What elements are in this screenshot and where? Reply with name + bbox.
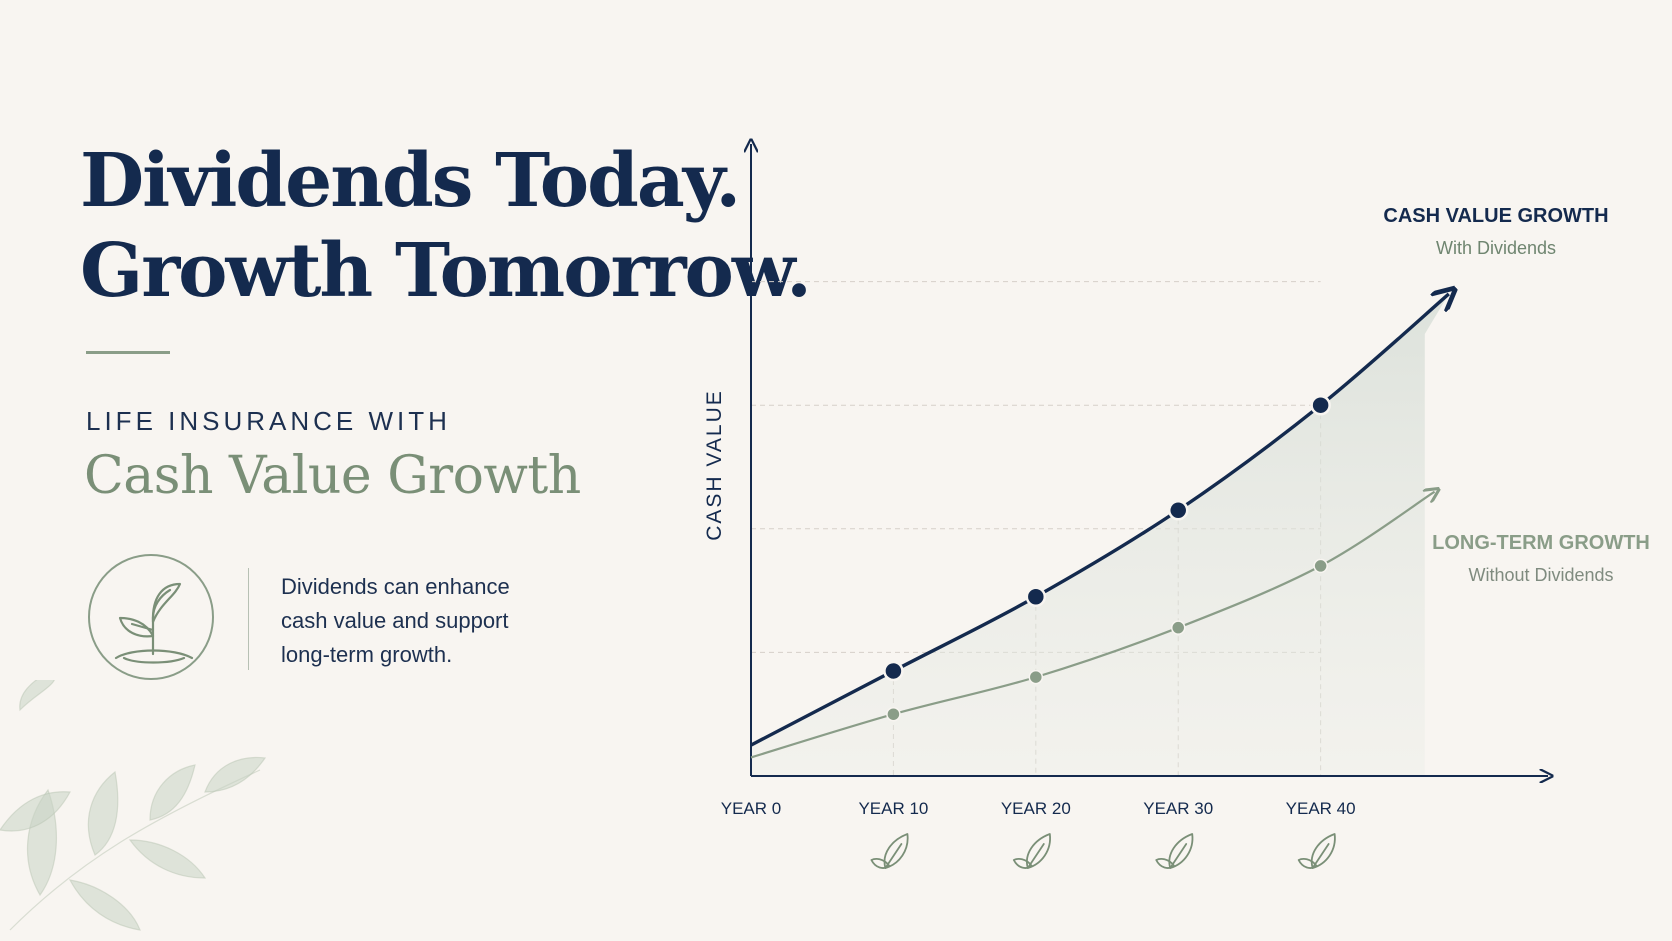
x-tick-label-2: YEAR 10 [858, 799, 928, 818]
series-2-point-4 [1313, 558, 1328, 574]
description: Dividends can enhance cash value and sup… [281, 570, 581, 672]
x-tick-label-4: YEAR 30 [1143, 799, 1213, 818]
leaf-icon [1012, 833, 1051, 869]
area-fill-with-dividends [751, 293, 1449, 776]
series-2-point-2 [1028, 669, 1044, 685]
series-1-point-4 [1310, 394, 1331, 416]
leaf-branch-icon [0, 680, 267, 931]
headline: Dividends Today. Growth Tomorrow. [80, 136, 812, 316]
series-2-point-1 [886, 706, 901, 722]
series-2-point-3 [1170, 620, 1186, 635]
description-divider [248, 568, 249, 670]
accent-divider [86, 351, 170, 354]
series-sublabel-1: With Dividends [1436, 238, 1556, 258]
kicker-text: LIFE INSURANCE WITH [86, 406, 451, 436]
x-tick-label-5: YEAR 40 [1286, 799, 1356, 818]
leaf-icon [1297, 833, 1336, 869]
series-label-2: LONG-TERM GROWTH [1432, 532, 1650, 554]
series-label-1: CASH VALUE GROWTH [1383, 205, 1608, 227]
description-line-3: long-term growth. [281, 642, 453, 667]
headline-line-2: Growth Tomorrow. [80, 228, 812, 314]
series-1-point-2 [1025, 586, 1047, 608]
sprout-badge [88, 554, 214, 680]
description-line-1: Dividends can enhance [281, 574, 510, 599]
leaf-icon [1155, 833, 1194, 869]
leaf-icon [870, 833, 909, 869]
x-tick-label-3: YEAR 20 [1001, 799, 1071, 818]
x-tick-label-1: YEAR 0 [721, 799, 781, 818]
series-1-point-3 [1167, 500, 1189, 521]
series-line-1 [750, 294, 1449, 747]
series-1-point-1 [883, 660, 904, 682]
sprout-icon [114, 582, 194, 664]
series-sublabel-2: Without Dividends [1468, 565, 1613, 585]
series-line-2 [750, 492, 1435, 759]
description-line-2: cash value and support [281, 608, 509, 633]
headline-line-1: Dividends Today. [80, 138, 741, 224]
subtitle: Cash Value Growth [84, 446, 581, 506]
y-axis-label: CASH VALUE [703, 389, 726, 541]
